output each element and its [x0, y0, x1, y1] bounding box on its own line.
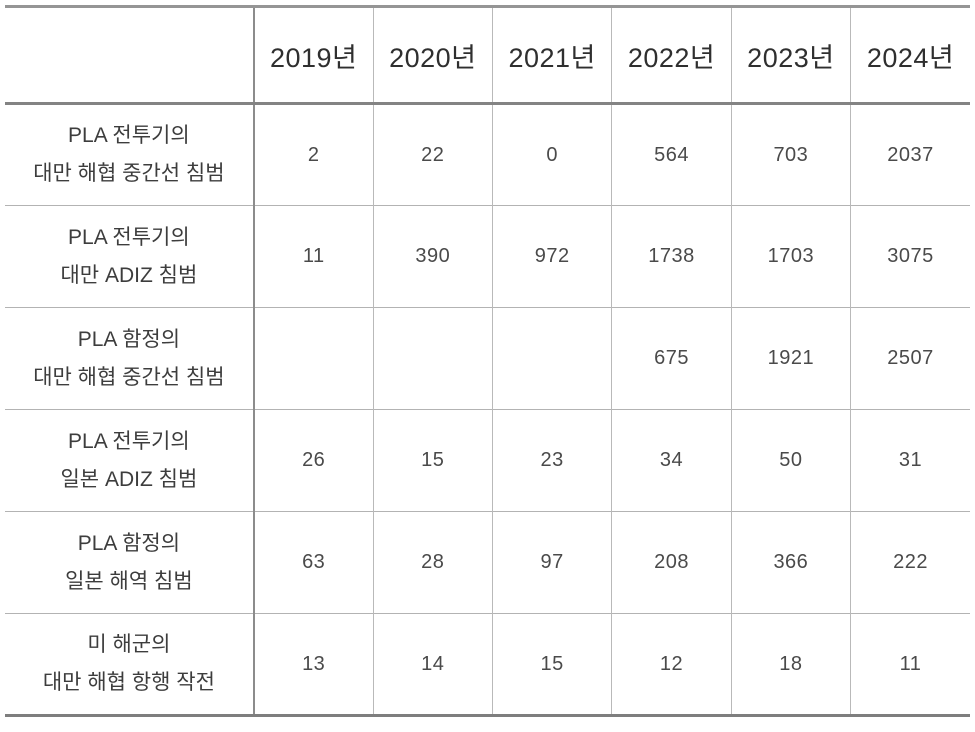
data-cell: 972 — [491, 205, 612, 308]
data-cell: 1738 — [611, 205, 732, 308]
header-cell-2021: 2021년 — [491, 6, 612, 105]
header-cell-2020: 2020년 — [372, 6, 493, 105]
header-cell-2023: 2023년 — [730, 6, 851, 105]
data-cell: 22 — [372, 103, 493, 206]
data-cell: 3075 — [850, 205, 970, 308]
data-cell-empty — [491, 307, 612, 410]
data-cell: 2 — [252, 103, 374, 206]
data-cell: 14 — [372, 613, 493, 716]
table-row-japan-adiz-aircraft: PLA 전투기의 일본 ADIZ 침범 26 15 23 34 50 31 — [5, 409, 970, 512]
data-cell: 15 — [491, 613, 612, 716]
row-label: PLA 함정의 일본 해역 침범 — [5, 511, 254, 614]
row-label: PLA 전투기의 일본 ADIZ 침범 — [5, 409, 254, 512]
data-cell: 1921 — [730, 307, 851, 410]
data-cell: 222 — [850, 511, 970, 614]
data-cell: 23 — [491, 409, 612, 512]
data-cell: 97 — [491, 511, 612, 614]
row-label: PLA 전투기의 대만 해협 중간선 침범 — [33, 124, 225, 185]
data-cell: 11 — [252, 205, 374, 308]
data-cell: 18 — [730, 613, 851, 716]
data-cell: 390 — [372, 205, 493, 308]
data-cell: 28 — [372, 511, 493, 614]
data-cell: 675 — [611, 307, 732, 410]
data-cell-empty — [372, 307, 493, 410]
data-cell: 208 — [611, 511, 732, 614]
row-label: PLA 함정의 대만 해협 중간선 침범 — [5, 307, 254, 410]
data-cell: 0 — [491, 103, 612, 206]
row-label: PLA 전투기의 대만 ADIZ 침범 — [5, 205, 254, 308]
data-cell: 564 — [611, 103, 732, 206]
table-row-taiwan-adiz-aircraft: PLA 전투기의 대만 ADIZ 침범 11 390 972 1738 1703… — [5, 205, 970, 308]
pla-activity-statistics-table: 2019년 2020년 2021년 2022년 2023년 2024년 PLA … — [5, 5, 970, 717]
data-cell: 15 — [372, 409, 493, 512]
data-cell-empty — [252, 307, 374, 410]
data-cell: 26 — [252, 409, 374, 512]
header-cell-2019: 2019년 — [252, 6, 374, 105]
header-row: 2019년 2020년 2021년 2022년 2023년 2024년 — [5, 6, 970, 105]
header-corner-cell — [5, 6, 254, 105]
table-row-japan-waters-vessels: PLA 함정의 일본 해역 침범 63 28 97 208 366 222 — [5, 511, 970, 614]
data-cell: 2037 — [850, 103, 970, 206]
data-cell: 50 — [730, 409, 851, 512]
data-cell: 11 — [850, 613, 970, 716]
header-cell-2022: 2022년 — [611, 6, 732, 105]
row-label: 미 해군의 대만 해협 항행 작전 — [5, 613, 254, 716]
table-row-taiwan-median-line-vessels: PLA 함정의 대만 해협 중간선 침범 675 1921 2507 — [5, 307, 970, 410]
data-cell: 366 — [730, 511, 851, 614]
data-cell: 12 — [611, 613, 732, 716]
header-cell-2024: 2024년 — [850, 6, 970, 105]
data-cell: 703 — [730, 103, 851, 206]
data-cell: 13 — [252, 613, 374, 716]
data-cell: 63 — [252, 511, 374, 614]
table-row-us-navy-taiwan-strait-transits: 미 해군의 대만 해협 항행 작전 13 14 15 12 18 11 — [5, 613, 970, 716]
data-cell: 2507 — [850, 307, 970, 410]
data-cell: 34 — [611, 409, 732, 512]
data-cell: 31 — [850, 409, 970, 512]
table-row-taiwan-median-line-aircraft: PLA 전투기의 대만 해협 중간선 침범 2 22 0 564 703 203… — [5, 103, 970, 206]
data-cell: 1703 — [730, 205, 851, 308]
